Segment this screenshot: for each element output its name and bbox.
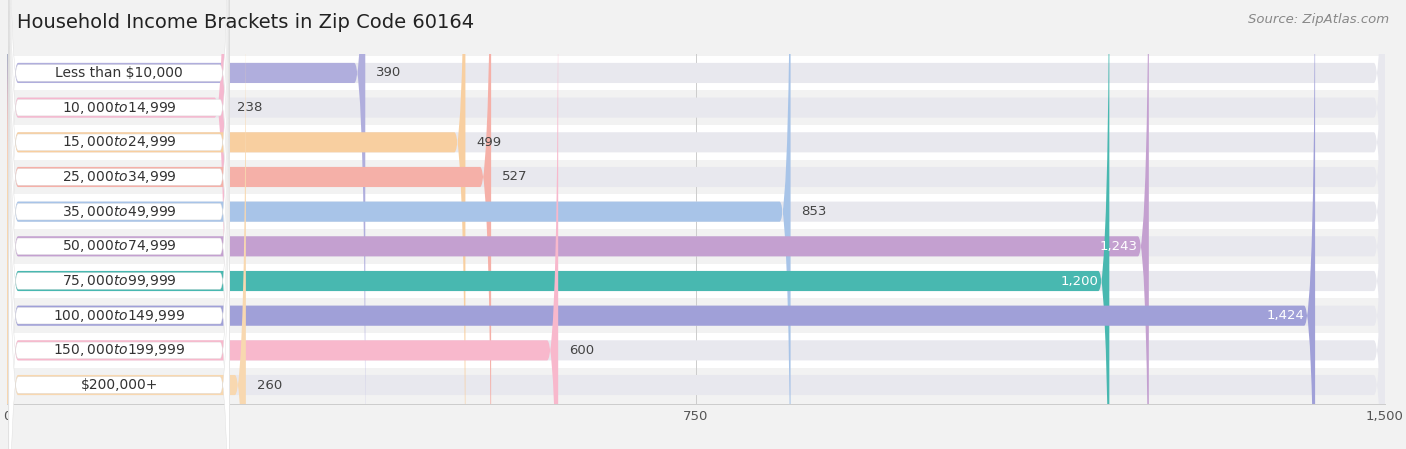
Text: 499: 499 <box>477 136 502 149</box>
FancyBboxPatch shape <box>7 0 1385 449</box>
Bar <box>7 368 1385 402</box>
FancyBboxPatch shape <box>7 0 558 449</box>
Text: $15,000 to $24,999: $15,000 to $24,999 <box>62 134 177 150</box>
Text: 527: 527 <box>502 171 527 184</box>
Text: 1,243: 1,243 <box>1099 240 1137 253</box>
FancyBboxPatch shape <box>8 0 229 449</box>
FancyBboxPatch shape <box>7 0 1385 449</box>
FancyBboxPatch shape <box>7 0 491 449</box>
FancyBboxPatch shape <box>8 0 229 411</box>
Text: $100,000 to $149,999: $100,000 to $149,999 <box>53 308 186 324</box>
Bar <box>7 160 1385 194</box>
Text: 600: 600 <box>569 344 595 357</box>
Text: 238: 238 <box>236 101 262 114</box>
Text: $35,000 to $49,999: $35,000 to $49,999 <box>62 204 177 220</box>
Bar <box>7 229 1385 264</box>
Text: $75,000 to $99,999: $75,000 to $99,999 <box>62 273 177 289</box>
FancyBboxPatch shape <box>7 0 1385 449</box>
Text: 1,424: 1,424 <box>1267 309 1305 322</box>
FancyBboxPatch shape <box>7 0 1385 449</box>
FancyBboxPatch shape <box>7 0 1385 449</box>
FancyBboxPatch shape <box>8 0 229 449</box>
Text: Source: ZipAtlas.com: Source: ZipAtlas.com <box>1249 13 1389 26</box>
Text: $50,000 to $74,999: $50,000 to $74,999 <box>62 238 177 254</box>
FancyBboxPatch shape <box>7 0 1385 449</box>
FancyBboxPatch shape <box>8 0 229 449</box>
FancyBboxPatch shape <box>7 0 1109 449</box>
Text: $200,000+: $200,000+ <box>80 378 157 392</box>
Text: 260: 260 <box>257 379 283 392</box>
Text: 1,200: 1,200 <box>1060 274 1098 287</box>
FancyBboxPatch shape <box>7 0 225 449</box>
Bar <box>7 298 1385 333</box>
Text: 390: 390 <box>377 66 402 79</box>
FancyBboxPatch shape <box>7 0 1385 449</box>
FancyBboxPatch shape <box>8 0 229 449</box>
Bar <box>7 333 1385 368</box>
Bar <box>7 264 1385 298</box>
FancyBboxPatch shape <box>7 0 1385 449</box>
FancyBboxPatch shape <box>7 0 246 449</box>
FancyBboxPatch shape <box>8 12 229 449</box>
FancyBboxPatch shape <box>7 0 1385 449</box>
Text: $25,000 to $34,999: $25,000 to $34,999 <box>62 169 177 185</box>
Bar <box>7 125 1385 160</box>
Text: Household Income Brackets in Zip Code 60164: Household Income Brackets in Zip Code 60… <box>17 13 474 32</box>
Bar <box>7 194 1385 229</box>
FancyBboxPatch shape <box>8 0 229 446</box>
Bar <box>7 90 1385 125</box>
Bar <box>7 56 1385 90</box>
Text: $150,000 to $199,999: $150,000 to $199,999 <box>53 342 186 358</box>
FancyBboxPatch shape <box>7 0 1385 449</box>
FancyBboxPatch shape <box>8 0 229 449</box>
Text: 853: 853 <box>801 205 827 218</box>
Text: Less than $10,000: Less than $10,000 <box>55 66 183 80</box>
FancyBboxPatch shape <box>7 0 465 449</box>
FancyBboxPatch shape <box>8 47 229 449</box>
FancyBboxPatch shape <box>7 0 790 449</box>
Text: $10,000 to $14,999: $10,000 to $14,999 <box>62 100 177 116</box>
FancyBboxPatch shape <box>7 0 1149 449</box>
FancyBboxPatch shape <box>7 0 366 449</box>
FancyBboxPatch shape <box>8 0 229 449</box>
FancyBboxPatch shape <box>7 0 1315 449</box>
